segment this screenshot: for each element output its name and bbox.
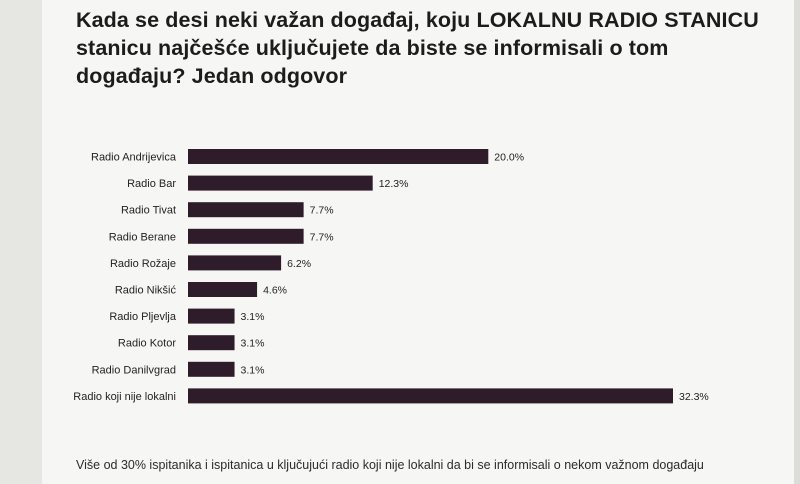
bar [188,202,304,218]
value-label: 7.7% [310,205,334,217]
category-label: Radio Rožaje [110,258,176,270]
bar [188,149,489,164]
category-label: Radio Berane [109,231,176,243]
bar [188,228,304,244]
category-label: Radio Pljevlja [109,311,177,323]
wall-edge [794,0,800,484]
bar [188,255,282,271]
chart-title: Kada se desi neki važan događaj, koju LO… [76,8,759,88]
bar [188,175,373,191]
bar [188,308,235,324]
value-label: 7.7% [310,231,334,243]
category-label: Radio koji nije lokalni [73,391,176,403]
value-label: 3.1% [241,364,265,376]
bar [188,335,235,351]
category-label: Radio Danilvgrad [92,364,176,376]
category-label: Radio Andrijevica [91,152,177,164]
value-label: 32.3% [679,391,709,403]
category-label: Radio Bar [127,178,176,190]
bar [188,282,258,297]
chart-footnote: Više od 30% ispitanika i ispitanica u kl… [76,458,704,472]
bar [188,361,235,377]
bar [188,388,673,404]
value-label: 3.1% [241,311,265,323]
value-label: 3.1% [241,338,265,350]
category-label: Radio Tivat [121,205,176,217]
value-label: 20.0% [494,152,524,164]
value-label: 6.2% [287,258,311,270]
category-label: Radio Kotor [118,338,176,350]
category-label: Radio Nikšić [115,285,177,297]
value-label: 12.3% [379,178,409,190]
value-label: 4.6% [263,285,287,297]
